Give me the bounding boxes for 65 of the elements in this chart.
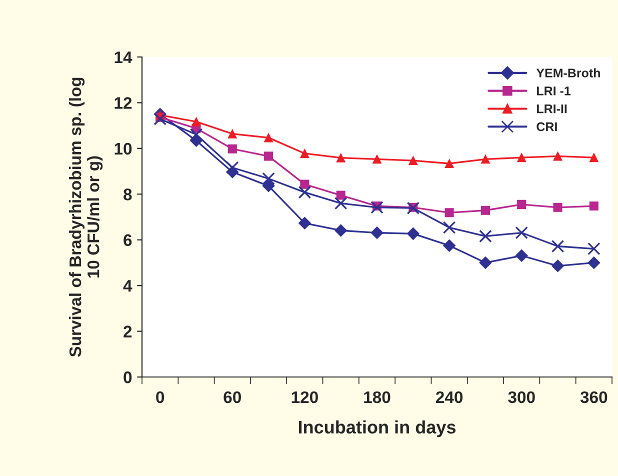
y-tick-label: 6 (124, 234, 132, 246)
point (444, 158, 454, 168)
point (262, 180, 275, 192)
point (264, 133, 274, 142)
point (589, 202, 598, 211)
point (300, 180, 310, 189)
point (517, 200, 526, 209)
legend-label: LRI-II (537, 104, 567, 114)
x-tick-label: 180 (364, 391, 390, 404)
point (226, 161, 239, 174)
legend-label: CRI (536, 122, 557, 132)
y-tick-label: 2 (124, 326, 132, 338)
point (372, 154, 382, 164)
point (370, 226, 384, 240)
point (443, 239, 456, 252)
point (192, 117, 201, 126)
point (588, 242, 600, 256)
point (479, 230, 492, 243)
point (298, 186, 312, 199)
point (515, 249, 528, 262)
point (408, 156, 418, 166)
point (190, 128, 203, 141)
point (228, 144, 237, 154)
point (515, 226, 528, 240)
y-tick-label: 4 (123, 280, 132, 292)
x-tick-label: 360 (580, 391, 608, 404)
point (336, 153, 346, 162)
x-tick-label: 60 (224, 391, 241, 404)
x-tick-label: 300 (508, 391, 535, 404)
point (480, 206, 490, 215)
y-axis-title: Survival of Bradyrhizobium sp. (log 10 CFU/ml or g) (68, 78, 103, 357)
x-tick-label: 0 (156, 391, 164, 404)
x-tick-label: 240 (436, 391, 463, 404)
point (479, 256, 492, 269)
x-axis-title: Incubation in days (298, 420, 456, 438)
point (406, 202, 420, 214)
point (262, 172, 275, 185)
point (406, 227, 420, 240)
y-tick-label: 10 (114, 142, 132, 155)
point (300, 148, 310, 158)
point (298, 216, 311, 230)
point (228, 129, 237, 138)
point (480, 154, 490, 164)
point (334, 196, 348, 210)
y-tick-label: 0 (124, 371, 132, 384)
point (154, 112, 166, 126)
legend-label: YEM-Broth (536, 68, 600, 78)
point (553, 152, 562, 161)
point (334, 224, 348, 237)
point (517, 153, 526, 162)
point (552, 260, 564, 272)
legend-label: LRI -1 (537, 86, 571, 96)
point (336, 190, 346, 200)
y-tick-label: 8 (124, 188, 132, 200)
point (444, 208, 454, 218)
y-tick-label: 12 (114, 97, 132, 109)
point (370, 201, 384, 214)
point (442, 221, 456, 234)
point (589, 153, 598, 162)
point (553, 202, 562, 212)
point (264, 152, 274, 161)
point (588, 256, 600, 269)
point (551, 240, 564, 253)
x-tick-label: 120 (292, 391, 318, 404)
y-tick-label: 14 (114, 52, 132, 64)
